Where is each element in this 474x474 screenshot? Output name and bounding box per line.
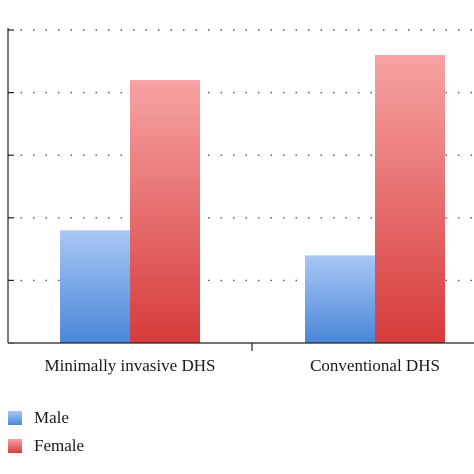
legend-item-male: Male	[8, 404, 84, 432]
bar-female-1	[375, 55, 445, 343]
legend-item-female: Female	[8, 432, 84, 460]
legend-swatch-male	[8, 411, 22, 425]
bar-male-1	[305, 255, 375, 343]
bar-male-0	[60, 230, 130, 343]
legend-swatch-female	[8, 439, 22, 453]
bar-female-0	[130, 80, 200, 343]
axes	[7, 28, 474, 351]
legend-label-female: Female	[34, 436, 85, 455]
legend-label-male: Male	[34, 408, 69, 427]
bar-chart: Minimally invasive DHS Conventional DHS	[7, 28, 474, 375]
x-tick-label-1: Conventional DHS	[310, 356, 440, 375]
bars	[60, 55, 445, 343]
category-labels: Minimally invasive DHS Conventional DHS	[45, 356, 440, 375]
x-tick-label-0: Minimally invasive DHS	[45, 356, 216, 375]
legend: Male Female	[8, 404, 84, 460]
